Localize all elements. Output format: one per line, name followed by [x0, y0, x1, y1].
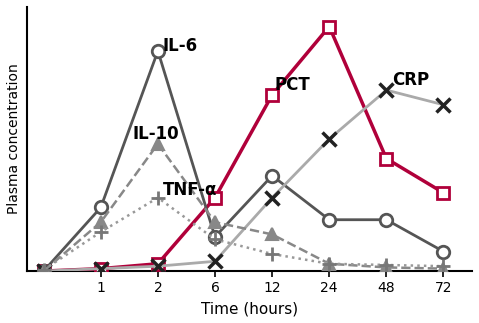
X-axis label: Time (hours): Time (hours)	[201, 301, 298, 316]
Text: IL-10: IL-10	[132, 125, 179, 143]
Text: TNF-α: TNF-α	[162, 182, 217, 199]
Y-axis label: Plasma concentration: Plasma concentration	[7, 64, 21, 214]
Text: IL-6: IL-6	[162, 37, 197, 55]
Text: CRP: CRP	[392, 71, 429, 89]
Text: PCT: PCT	[275, 76, 311, 94]
